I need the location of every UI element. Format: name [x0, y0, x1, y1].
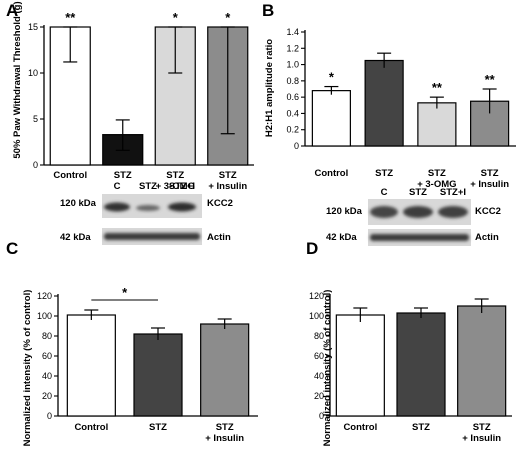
significance-mark-a: * — [173, 10, 179, 25]
bar-b — [364, 59, 404, 147]
blot-c-actin-band — [104, 233, 200, 240]
blot-d-size-label-actin: 42 kDa — [326, 232, 357, 243]
y-tick-label-d: 100 — [309, 311, 324, 321]
blot-d-kcc2-band-c — [370, 206, 398, 218]
category-label-c: STZ — [149, 422, 167, 433]
category-label-c: + Insulin — [205, 433, 244, 444]
y-tick-label-c: 40 — [42, 371, 52, 381]
blot-d-kcc2-band-stz — [403, 206, 433, 218]
significance-mark-b: * — [329, 70, 335, 85]
blot-c-protein-label-actin: Actin — [207, 232, 231, 243]
y-tick-label-b: 1.2 — [286, 43, 299, 53]
category-label-a: STZ — [114, 170, 132, 181]
category-label-d: STZ — [473, 422, 491, 433]
category-label-a: + 3-OMG — [156, 181, 195, 192]
blot-c-kcc2-band-c — [104, 202, 130, 212]
y-tick-label-d: 20 — [314, 391, 324, 401]
blot-c-kcc2-band-stz — [136, 205, 160, 211]
category-label-c: Control — [74, 422, 108, 433]
panel-label-b: B — [262, 1, 274, 20]
y-tick-label-b: 0.4 — [286, 108, 299, 118]
category-label-b: + 3-OMG — [417, 179, 456, 190]
western-blot-c: 120 kDa 42 kDa KCC2 Actin C STZ STZ+I — [60, 181, 233, 245]
bar-c — [200, 323, 250, 417]
bar-b — [417, 102, 457, 147]
y-tick-label-d: 0 — [319, 411, 324, 421]
y-tick-label-d: 60 — [314, 351, 324, 361]
category-label-c: STZ — [216, 422, 234, 433]
bar-d — [335, 314, 385, 417]
y-tick-label-b: 1.0 — [286, 60, 299, 70]
y-tick-label-b: 0.2 — [286, 125, 299, 135]
significance-mark-a: ** — [65, 10, 76, 25]
category-label-b: STZ — [428, 168, 446, 179]
y-axis-label-a: 50% Paw Withdrawal Threshold (g) — [12, 1, 23, 158]
category-label-b: Control — [314, 168, 348, 179]
y-axis-label-b: H2:H1 amplitude ratio — [264, 39, 275, 137]
y-tick-label-b: 0.8 — [286, 76, 299, 86]
bar-c — [66, 314, 116, 417]
panel-label-c: C — [6, 239, 18, 258]
blot-c-size-label-kcc2: 120 kDa — [60, 198, 97, 209]
y-axis-label-d: Normalized intensity (% of control) — [322, 290, 333, 447]
category-label-a: + Insulin — [208, 181, 247, 192]
blot-d-lane-label-c: C — [381, 187, 388, 198]
blot-d-protein-label-actin: Actin — [475, 232, 499, 243]
category-label-a: STZ — [166, 170, 184, 181]
y-tick-label-c: 0 — [47, 411, 52, 421]
category-label-b: STZ — [481, 168, 499, 179]
blot-d-kcc2-band-stzi — [438, 206, 468, 218]
blot-d-lane-label-stzi: STZ+I — [440, 187, 466, 198]
y-tick-label-d: 120 — [309, 291, 324, 301]
y-tick-label-c: 20 — [42, 391, 52, 401]
bar-a — [154, 26, 196, 166]
blot-c-lane-label-c: C — [114, 181, 121, 192]
blot-d-actin-band — [370, 234, 469, 241]
panel-label-d: D — [306, 239, 318, 258]
blot-c-kcc2-band-stzi — [168, 202, 196, 212]
bar-b — [311, 90, 351, 147]
significance-mark-b: ** — [485, 72, 496, 87]
category-label-d: + Insulin — [462, 433, 501, 444]
category-label-d: Control — [343, 422, 377, 433]
panel-label-a: A — [6, 1, 18, 20]
y-tick-label-a: 15 — [28, 22, 38, 32]
category-label-a: Control — [53, 170, 87, 181]
blot-c-lane-label-stzi: STZ+I — [169, 181, 195, 192]
y-tick-label-c: 100 — [37, 311, 52, 321]
y-tick-label-c: 80 — [42, 331, 52, 341]
blot-c-protein-label-kcc2: KCC2 — [207, 198, 233, 209]
western-blot-d: 120 kDa 42 kDa KCC2 Actin C STZ STZ+I — [326, 187, 501, 246]
blot-d-size-label-kcc2: 120 kDa — [326, 206, 363, 217]
y-tick-label-b: 0 — [294, 141, 299, 151]
y-tick-label-d: 80 — [314, 331, 324, 341]
category-label-b: + Insulin — [470, 179, 509, 190]
blot-d-protein-label-kcc2: KCC2 — [475, 206, 501, 217]
significance-mark-a: * — [225, 10, 231, 25]
category-label-b: STZ — [375, 168, 393, 179]
bar-c — [133, 333, 183, 417]
bar-d — [457, 305, 507, 417]
significance-mark-b: ** — [432, 80, 443, 95]
blot-d-lane-label-stz: STZ — [409, 187, 427, 198]
y-axis-label-c: Normalized intensity (% of control) — [22, 290, 33, 447]
y-tick-label-c: 60 — [42, 351, 52, 361]
y-tick-label-a: 5 — [33, 114, 38, 124]
bar-d — [396, 312, 446, 417]
category-label-a: STZ — [219, 170, 237, 181]
blot-c-lane-label-stz: STZ — [139, 181, 157, 192]
category-label-d: STZ — [412, 422, 430, 433]
significance-mark-c: * — [122, 285, 128, 300]
blot-c-size-label-actin: 42 kDa — [60, 232, 91, 243]
y-tick-label-a: 10 — [28, 68, 38, 78]
y-tick-label-d: 40 — [314, 371, 324, 381]
y-tick-label-a: 0 — [33, 160, 38, 170]
y-tick-label-c: 120 — [37, 291, 52, 301]
y-tick-label-b: 0.6 — [286, 92, 299, 102]
y-tick-label-b: 1.4 — [286, 27, 299, 37]
